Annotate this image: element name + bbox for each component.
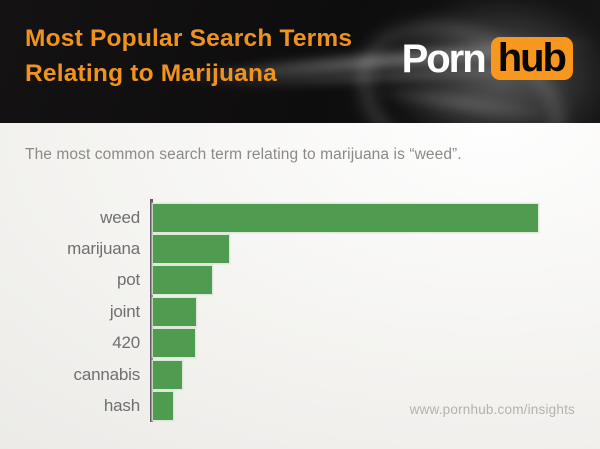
- logo-text-porn: Porn: [401, 36, 487, 81]
- bar-track: [153, 297, 538, 326]
- bar-track: [153, 392, 538, 421]
- y-axis-line: [150, 199, 153, 422]
- bar-label: hash: [103, 396, 140, 416]
- bar: [153, 297, 197, 326]
- bar: [153, 392, 174, 421]
- bar-row: weed: [25, 202, 575, 233]
- bar-row: cannabis: [25, 359, 575, 390]
- page-title-line2: Relating to Marijuana: [25, 60, 277, 87]
- bar-row: hash: [25, 390, 575, 421]
- bar-label: weed: [100, 207, 140, 227]
- bar-rows: weed marijuana pot joint 420 cannabis hash: [25, 202, 575, 422]
- bar: [153, 329, 195, 358]
- bar-row: marijuana: [25, 233, 575, 264]
- bar-label: 420: [112, 333, 140, 353]
- bar-label: joint: [109, 301, 140, 321]
- header: Most Popular Search Terms Relating to Ma…: [0, 0, 600, 123]
- bar-row: joint: [25, 296, 575, 327]
- logo-text-hub: hub: [490, 37, 573, 80]
- bar: [153, 235, 230, 264]
- chart-panel: The most common search term relating to …: [0, 123, 600, 449]
- bar-track: [153, 266, 538, 295]
- bar: [153, 360, 183, 389]
- footer-url: www.pornhub.com/insights: [409, 402, 575, 417]
- bar-row: pot: [25, 265, 575, 296]
- bar-track: [153, 203, 538, 232]
- smoke-decoration: [359, 78, 561, 123]
- bar-chart: weed marijuana pot joint 420 cannabis hash: [25, 199, 575, 424]
- bar-label: pot: [116, 270, 140, 290]
- bar-label: cannabis: [73, 364, 141, 384]
- pornhub-logo: Porn hub: [402, 37, 573, 80]
- chart-subtitle: The most common search term relating to …: [25, 146, 462, 163]
- page-title: Most Popular Search Terms Relating to Ma…: [25, 21, 352, 91]
- bar-row: 420: [25, 328, 575, 359]
- bar-track: [153, 360, 538, 389]
- bar-track: [153, 329, 538, 358]
- bar: [153, 266, 213, 295]
- bar-label: marijuana: [67, 239, 140, 259]
- bar-track: [153, 235, 538, 264]
- page-title-line1: Most Popular Search Terms: [25, 25, 353, 52]
- bar: [153, 203, 538, 232]
